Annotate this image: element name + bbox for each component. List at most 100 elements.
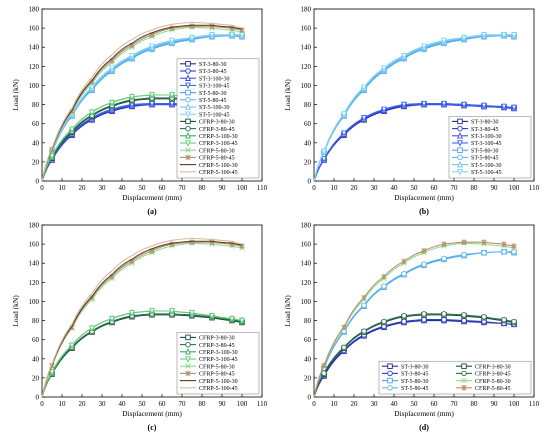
data-point — [168, 92, 176, 99]
legend-label: CFRP-3-80-45 — [199, 127, 235, 133]
legend-label: ST-5-80-45 — [199, 98, 226, 104]
x-tick-label: 70 — [179, 400, 187, 408]
legend-label: CFRP-3-100-30 — [199, 350, 238, 356]
series-line — [41, 21, 243, 182]
legend-item: CFRP-3-80-45 — [456, 370, 511, 378]
legend-item: CFRP-5-80-45 — [180, 370, 235, 378]
data-point — [510, 32, 518, 39]
y-tick-label: 100 — [301, 82, 312, 90]
legend-item: ST-3-100-45 — [452, 140, 501, 147]
data-point — [401, 258, 407, 265]
data-point — [321, 370, 327, 376]
legend-marker — [461, 363, 467, 369]
data-point — [420, 100, 428, 108]
series-ST-5-100-45 — [313, 32, 518, 182]
chart-panel-2: 0 10 20 30 40 50 60 70 80 90 100 110 0 20 40 60 80 100 120… — [283, 6, 540, 217]
x-axis-label: Displacement (mm) — [394, 193, 454, 202]
data-point — [189, 23, 195, 29]
data-point — [168, 308, 176, 315]
legend-marker — [184, 356, 192, 363]
data-point — [209, 23, 215, 29]
y-tick-label: 60 — [32, 120, 40, 128]
data-point — [501, 316, 507, 323]
legend-marker — [387, 377, 393, 384]
legend-item: ST-5-100-45 — [180, 111, 229, 118]
x-tick-label: 0 — [312, 400, 316, 408]
legend-label: ST-5-100-30 — [471, 163, 501, 169]
data-point — [88, 325, 96, 332]
legend-marker — [456, 160, 464, 168]
legend-marker — [184, 111, 192, 118]
legend-marker — [456, 169, 464, 176]
data-point — [68, 126, 76, 134]
x-tick-label: 80 — [471, 184, 479, 192]
legend-item: ST-3-80-30 — [382, 363, 428, 370]
legend-label: CFRP-3-80-45 — [199, 343, 235, 349]
legend-item: ST-5-80-30 — [382, 377, 428, 385]
data-point — [421, 248, 427, 254]
y-tick-label: 60 — [304, 120, 312, 128]
x-tick-label: 70 — [179, 184, 187, 192]
legend-label: CFRP-5-80-30 — [199, 148, 235, 154]
legend-marker — [456, 140, 464, 147]
legend-marker — [185, 125, 191, 132]
legend-item: CFRP-3-100-30 — [180, 132, 238, 140]
data-point — [420, 43, 428, 51]
x-tick-label: 20 — [351, 184, 359, 192]
y-tick-label: 20 — [304, 374, 312, 382]
legend-item: CFRP-5-80-45 — [180, 154, 235, 162]
data-point — [481, 313, 487, 320]
y-tick-label: 40 — [304, 139, 312, 147]
y-tick-label: 100 — [29, 298, 40, 306]
data-point — [360, 115, 368, 122]
x-tick-label: 110 — [529, 400, 540, 408]
legend-label: ST-5-80-45 — [471, 156, 498, 162]
y-tick-label: 140 — [301, 44, 312, 52]
legend-item: ST-3-80-45 — [180, 68, 226, 75]
x-tick-label: 20 — [79, 400, 87, 408]
legend-item: CFRP-5-80-45 — [456, 385, 511, 392]
data-point — [421, 316, 427, 323]
data-point — [461, 251, 467, 258]
data-point — [320, 148, 328, 156]
x-tick-label: 110 — [529, 184, 540, 192]
plot-frame — [41, 224, 263, 398]
y-tick-label: 180 — [29, 222, 40, 230]
data-point — [188, 34, 196, 42]
panel-label: (b) — [419, 207, 429, 216]
y-tick-label: 0 — [36, 394, 40, 402]
legend-label: ST-3-80-30 — [401, 364, 428, 370]
legend-label: ST-5-80-30 — [471, 148, 498, 154]
legend-item: CFRP-3-80-30 — [180, 334, 235, 342]
legend-label: ST-3-80-30 — [199, 62, 226, 68]
legend-item: CFRP-5-100-45 — [180, 170, 238, 176]
legend-item: CFRP-5-100-45 — [180, 386, 238, 392]
legend-item: CFRP-5-80-30 — [180, 363, 235, 370]
x-tick-label: 80 — [199, 184, 207, 192]
legend-label: CFRP-3-80-30 — [475, 364, 511, 370]
legend-marker — [461, 385, 467, 391]
x-tick-label: 40 — [391, 400, 399, 408]
legend-marker — [185, 118, 191, 125]
x-tick-label: 70 — [451, 400, 459, 408]
data-point — [481, 239, 487, 245]
x-tick-label: 20 — [79, 184, 87, 192]
data-point — [401, 270, 407, 277]
legend-label: CFRP-5-80-45 — [475, 386, 511, 392]
legend-marker — [387, 363, 393, 369]
y-tick-label: 0 — [36, 178, 40, 186]
legend-item: ST-5-80-30 — [180, 89, 226, 97]
y-axis-label: Load (kN) — [283, 79, 292, 111]
data-point — [500, 32, 508, 39]
y-tick-label: 20 — [32, 374, 40, 382]
legend-label: CFRP-3-100-30 — [199, 134, 238, 140]
legend-marker — [185, 68, 191, 74]
legend-box — [176, 332, 260, 395]
data-point — [381, 273, 387, 280]
panel-label: (d) — [419, 423, 429, 432]
legend-item: CFRP-3-80-30 — [180, 118, 235, 126]
y-tick-label: 40 — [304, 355, 312, 363]
x-tick-label: 40 — [119, 400, 127, 408]
